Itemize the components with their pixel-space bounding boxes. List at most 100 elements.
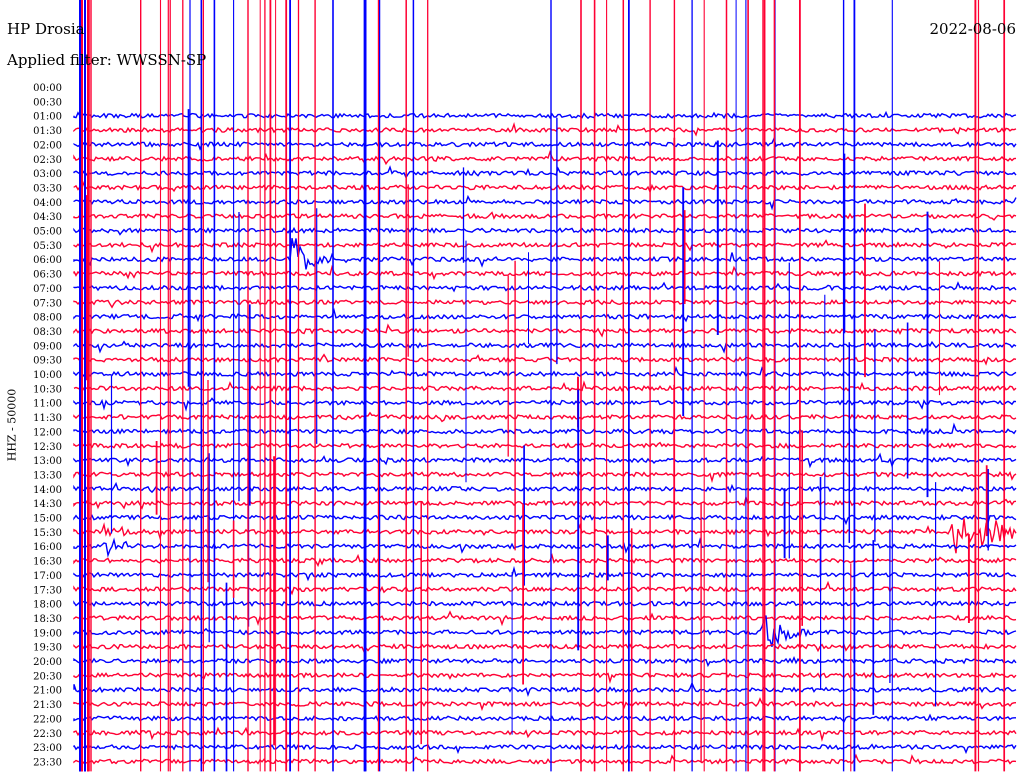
time-label: 07:30 <box>33 298 62 309</box>
trace-line <box>73 470 1017 484</box>
trace-line <box>73 713 1016 724</box>
time-label: 21:00 <box>33 686 62 697</box>
time-label: 15:30 <box>33 528 62 539</box>
trace-line <box>73 726 1017 742</box>
trace-line <box>73 211 1017 221</box>
time-label: 01:30 <box>33 126 62 137</box>
time-label: 04:30 <box>33 212 62 223</box>
trace-line <box>73 697 1017 712</box>
trace-line <box>73 307 1017 323</box>
time-label: 10:00 <box>33 370 62 381</box>
trace-line <box>73 281 1017 293</box>
time-label: 09:00 <box>33 341 62 352</box>
trace-line <box>73 264 1017 281</box>
time-label: 19:00 <box>33 628 62 639</box>
time-label: 15:00 <box>33 514 62 525</box>
time-label: 18:00 <box>33 600 62 611</box>
trace-line <box>73 565 1017 582</box>
trace-line <box>73 441 1017 450</box>
trace-line <box>73 681 1017 697</box>
time-label: 12:30 <box>33 442 62 453</box>
time-label: 17:30 <box>33 585 62 596</box>
time-label: 03:30 <box>33 183 62 194</box>
trace-line <box>73 518 1017 554</box>
trace-line <box>73 513 1017 526</box>
time-label: 18:30 <box>33 614 62 625</box>
trace-line <box>73 656 1017 668</box>
time-label: 03:00 <box>33 169 62 180</box>
time-label: 08:30 <box>33 327 62 338</box>
trace-line <box>73 238 1017 270</box>
time-label: 11:30 <box>33 413 62 424</box>
y-axis-label: HHZ - 50000 <box>5 388 19 462</box>
time-label: 01:00 <box>33 112 62 123</box>
trace-line <box>73 743 1017 755</box>
trace-line <box>73 600 1017 608</box>
time-label: 14:30 <box>33 499 62 510</box>
time-label: 19:30 <box>33 643 62 654</box>
time-label: 20:00 <box>33 657 62 668</box>
trace-line <box>73 452 1017 469</box>
time-label: 20:30 <box>33 671 62 682</box>
time-label: 06:30 <box>33 270 62 281</box>
trace-line <box>73 753 1017 766</box>
trace-line <box>73 165 1017 180</box>
time-label: 16:30 <box>33 557 62 568</box>
trace-line <box>73 610 1017 627</box>
trace-line <box>73 537 1017 558</box>
trace-line <box>73 643 1017 654</box>
time-label: 10:30 <box>33 384 62 395</box>
trace-line <box>73 494 1017 510</box>
trace-line <box>73 226 1017 236</box>
trace-line <box>73 122 1017 137</box>
time-label: 02:30 <box>33 155 62 166</box>
time-label: 00:30 <box>33 97 62 108</box>
trace-line <box>73 615 1017 648</box>
time-label: 11:00 <box>33 399 62 410</box>
time-axis-labels: 00:00 00:30 01:00 01:30 02:00 02:30 03:00 03:30… <box>33 83 62 768</box>
time-label: 04:00 <box>33 198 62 209</box>
time-label: 23:30 <box>33 757 62 768</box>
filter-subtitle: Applied filter: WWSSN-SP <box>7 51 207 69</box>
time-label: 05:30 <box>33 241 62 252</box>
trace-line <box>73 553 1017 568</box>
time-label: 07:00 <box>33 284 62 295</box>
trace-line <box>73 481 1017 494</box>
time-label: 21:30 <box>33 700 62 711</box>
time-label: 16:00 <box>33 542 62 553</box>
trace-line <box>73 298 1017 309</box>
trace-line <box>73 136 1017 151</box>
time-label: 12:00 <box>33 427 62 438</box>
trace-line <box>73 411 1017 423</box>
time-label: 09:30 <box>33 356 62 367</box>
time-label: 22:30 <box>33 729 62 740</box>
seismic-traces <box>73 110 1017 766</box>
trace-line <box>73 422 1017 436</box>
trace-line <box>73 671 1017 685</box>
time-label: 23:00 <box>33 743 62 754</box>
station-title: HP Drosia <box>7 20 85 38</box>
trace-line <box>73 365 1017 378</box>
time-label: 14:00 <box>33 485 62 496</box>
trace-line <box>73 580 1017 596</box>
time-label: 05:00 <box>33 227 62 238</box>
trace-line <box>73 353 1017 366</box>
trace-line <box>73 380 1017 392</box>
time-label: 08:00 <box>33 313 62 324</box>
trace-line <box>73 194 1017 211</box>
trace-line <box>73 340 1017 354</box>
time-label: 22:00 <box>33 714 62 725</box>
time-label: 13:30 <box>33 470 62 481</box>
trace-line <box>73 150 1017 166</box>
trace-line <box>73 180 1017 194</box>
time-label: 13:00 <box>33 456 62 467</box>
trace-line <box>73 239 1017 254</box>
time-label: 02:00 <box>33 140 62 151</box>
time-label: 17:00 <box>33 571 62 582</box>
time-label: 06:00 <box>33 255 62 266</box>
trace-line <box>73 323 1017 338</box>
trace-line <box>73 110 1017 120</box>
spike-lines <box>79 0 1006 772</box>
time-label: 00:00 <box>33 83 62 94</box>
